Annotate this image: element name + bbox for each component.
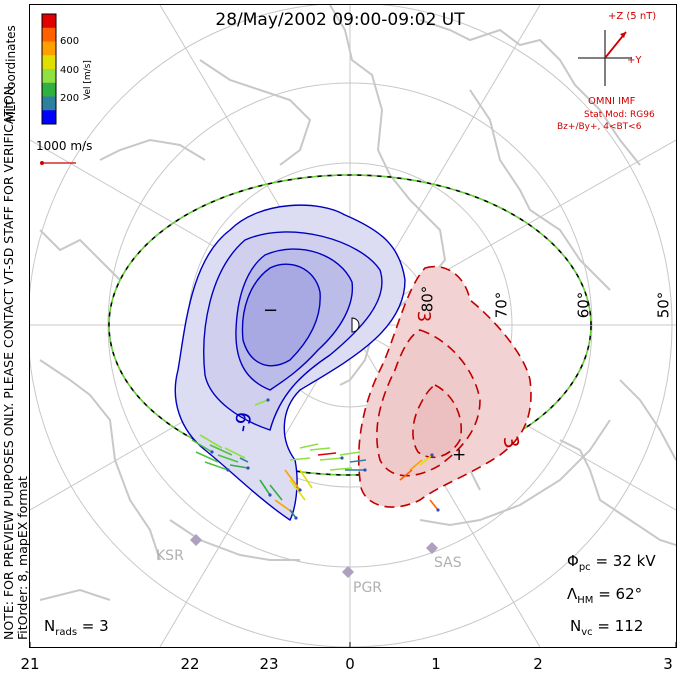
velocity-scale-arrow [40,161,76,165]
stat-nvc-symbol: N [570,617,582,635]
colorbar-segment [42,41,56,56]
colorbar-segment [42,96,56,111]
station-label-ksr: KSR [156,548,184,564]
mlt-coordinates-label: MLT coordinates [4,25,18,122]
stat-lambda-hm: ΛHM = 62° [567,585,642,606]
mlt-label-1: 1 [431,655,441,673]
stat-n-rads: Nrads = 3 [44,617,109,638]
potential-minimum-marker: − [263,300,279,321]
contour-label-positive-top: 3 [413,310,435,323]
colorbar-tick-200: 200 [60,93,80,104]
colorbar-segment [42,14,56,29]
station-label-pgr: PGR [353,580,383,596]
stat-n-vc: Nvc = 112 [570,617,643,638]
colorbar-border [41,13,57,125]
imf-by-label: +Y [627,55,642,66]
colorbar-segment [42,55,56,70]
latitude-label-60: 60° [574,291,593,319]
fit-order-note: FitOrder: 8, mapEX format [15,476,30,640]
positive-convection-cell [357,265,532,508]
mlt-label-3: 3 [663,655,673,673]
mlt-label-2: 2 [533,655,543,673]
imf-condition: Bz+/By+, 4<BT<6 [557,122,642,132]
stat-nvc-sub: vc [581,627,593,638]
stat-phi-value: = 32 kV [590,552,656,570]
colorbar-segment [42,69,56,84]
latitude-label-70: 70° [492,291,511,319]
velocity-colorbar [41,13,57,125]
imf-model: Stat Mod: RG96 [584,110,655,120]
verification-note: NOTE: FOR PREVIEW PURPOSES ONLY. PLEASE … [1,82,30,640]
colorbar-label: Vel [m/s] [83,60,93,100]
stat-lambda-value: = 62° [593,585,643,603]
stat-lambda-symbol: Λ [567,585,578,603]
negative-convection-cell [174,204,406,522]
plot-title: 28/May/2002 09:00-09:02 UT [215,10,465,30]
colorbar-segment [42,82,56,97]
radar-stations [190,534,438,578]
mlt-label-22: 22 [180,655,200,673]
mlt-label-21: 21 [20,655,40,673]
contour-label-negative: -9 [229,410,257,434]
verification-note-line: NOTE: FOR PREVIEW PURPOSES ONLY. PLEASE … [1,82,16,640]
stat-phi-symbol: Φ [567,552,579,570]
colorbar-segment [42,110,56,125]
plot-frame [29,4,677,648]
stat-nrads-sub: rads [55,627,78,638]
stat-lambda-sub: HM [577,595,594,606]
latitude-label-80: 80° [418,285,437,313]
stat-nvc-value: = 112 [592,617,644,635]
potential-maximum-marker: + [452,445,467,465]
mlt-label-0: 0 [345,655,355,673]
imf-source: OMNI IMF [588,96,636,107]
colorbar-tick-600: 600 [60,36,80,47]
stat-nrads-value: = 3 [77,617,109,635]
stat-phi-sub: pc [578,562,591,573]
velocity-vectors [191,398,440,520]
pole-marker [351,317,360,333]
imf-bz-label: +Z (5 nT) [608,11,657,22]
stat-nrads-symbol: N [44,617,56,635]
velocity-scale-label: 1000 m/s [36,139,93,153]
colorbar-segment [42,27,56,42]
stat-phi-pc: Φpc = 32 kV [567,552,656,573]
colorbar-tick-400: 400 [60,65,80,76]
station-label-sas: SAS [434,555,462,571]
imf-clock-dial [578,30,632,86]
latitude-label-50: 50° [654,291,673,319]
mlt-ticks [30,642,676,647]
mlt-label-23: 23 [259,655,279,673]
